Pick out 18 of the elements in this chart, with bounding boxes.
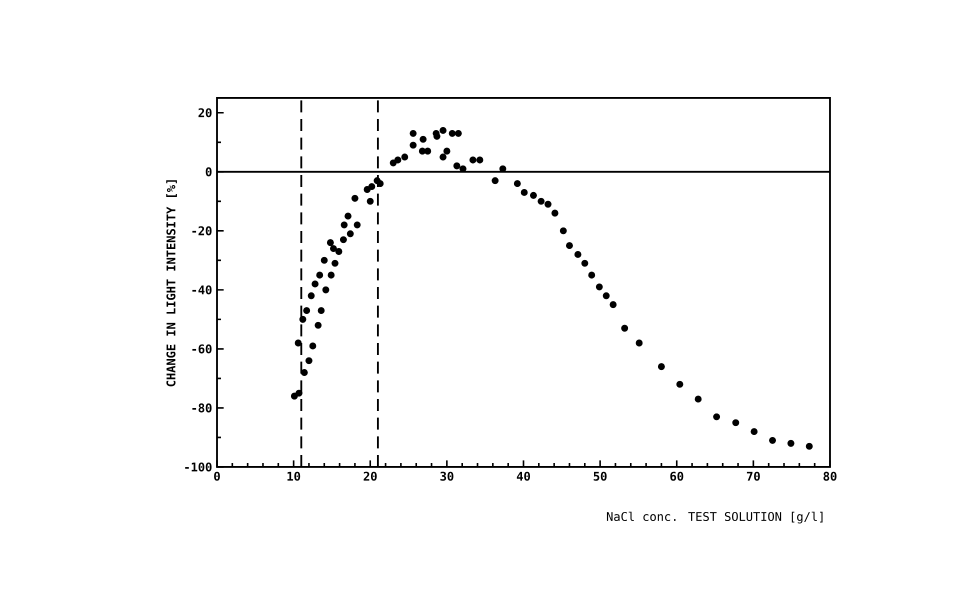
y-tick-label: -20 <box>192 226 212 236</box>
x-tick-label: 10 <box>288 472 300 481</box>
x-tick-label: 0 <box>214 472 220 481</box>
y-tick-label: -60 <box>192 344 212 354</box>
y-tick-label: 0 <box>206 167 212 176</box>
y-tick-label: -100 <box>185 462 212 472</box>
y-tick-label: -80 <box>192 403 212 412</box>
y-tick-label: 20 <box>198 108 212 118</box>
x-tick-label: 20 <box>364 472 377 481</box>
x-tick-label: 30 <box>440 472 454 481</box>
x-tick-label: 50 <box>594 472 607 481</box>
x-tick-label: 70 <box>746 472 760 481</box>
y-tick-label: -40 <box>192 285 212 294</box>
x-axis-title: NaCl conc. TEST SOLUTION [g/l] <box>606 512 823 524</box>
x-tick-label: 60 <box>670 472 684 481</box>
x-tick-label: 40 <box>516 472 530 481</box>
y-axis-title: CHANGE IN LIGHT INTENSITY [%] <box>166 180 177 386</box>
x-tick-label: 80 <box>824 472 836 481</box>
